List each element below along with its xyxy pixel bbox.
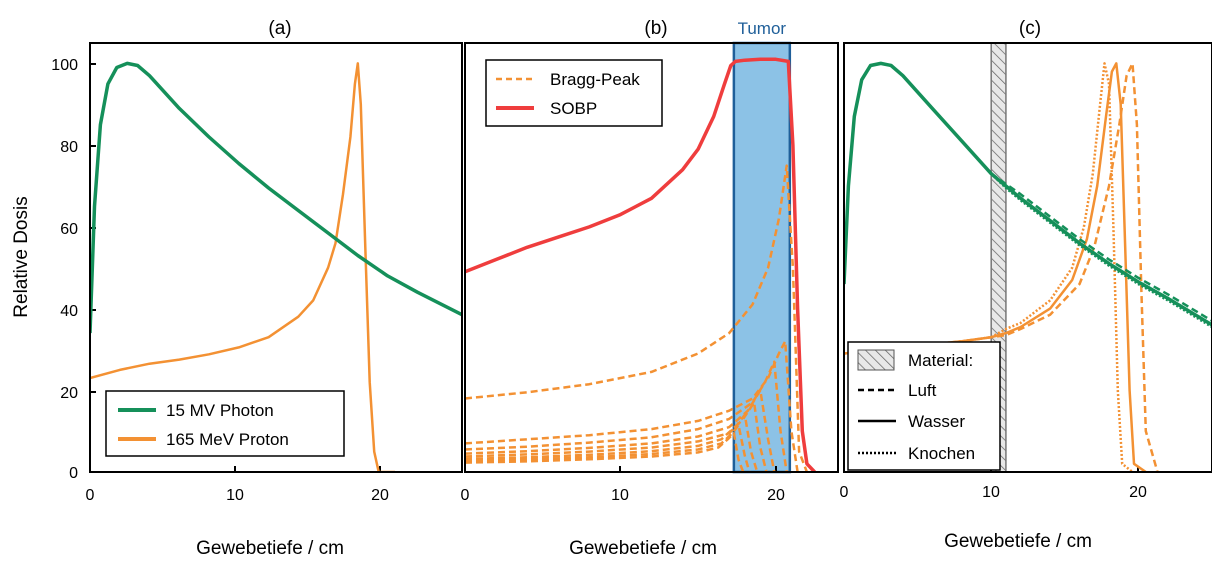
legend-label-knochen: Knochen — [908, 444, 975, 463]
panel-b: (b) Tumor 0 10 20 Gewebetiefe / cm Bragg… — [461, 18, 838, 559]
legend-label-wasser: Wasser — [908, 412, 965, 431]
x-tick-label: 10 — [982, 484, 1000, 501]
legend-label-bragg-peak: Bragg-Peak — [550, 70, 640, 89]
x-tick-label: 20 — [371, 487, 389, 504]
y-tick-label: 60 — [60, 221, 78, 238]
panel-c: (c) 0 10 20 Gewebetiefe / cm Material: L… — [840, 18, 1212, 552]
x-tick-label: 10 — [611, 487, 629, 504]
y-tick-label: 0 — [69, 465, 78, 482]
y-tick-label: 40 — [60, 303, 78, 320]
x-tick-label: 20 — [767, 487, 785, 504]
series-line-series-8 — [465, 433, 743, 472]
panel-c-title: (c) — [1019, 18, 1041, 39]
panel-a: (a) 100 80 60 40 20 0 0 10 20 Gewebetief… — [51, 18, 462, 559]
y-axis-label: Relative Dosis — [11, 196, 32, 317]
panel-a-legend: 15 MV Photon 165 MeV Proton — [106, 391, 344, 456]
y-tick-label: 20 — [60, 385, 78, 402]
x-tick-label: 10 — [226, 487, 244, 504]
series-line-series-1 — [991, 174, 1212, 321]
y-tick-label: 80 — [60, 139, 78, 156]
panel-b-legend: Bragg-Peak SOBP — [486, 60, 662, 126]
x-tick-label: 20 — [1129, 484, 1147, 501]
series-line-series-6 — [465, 415, 757, 472]
series-line-series-0 — [844, 63, 1212, 325]
x-tick-label: 0 — [461, 487, 470, 504]
x-tick-label: 0 — [86, 487, 95, 504]
legend-label-proton: 165 MeV Proton — [166, 430, 289, 449]
x-tick-label: 0 — [840, 484, 849, 501]
panel-b-title: (b) — [644, 18, 667, 39]
legend-swatch-material — [858, 350, 894, 370]
panel-c-x-axis-label: Gewebetiefe / cm — [944, 531, 1092, 552]
legend-label-material: Material: — [908, 351, 973, 370]
y-tick-label: 100 — [51, 57, 78, 74]
legend-label-luft: Luft — [908, 381, 937, 400]
legend-label-photon: 15 MV Photon — [166, 401, 274, 420]
panel-a-title: (a) — [268, 18, 291, 39]
panel-c-legend: Material: Luft Wasser Knochen — [848, 342, 1000, 470]
series-line-series-7 — [465, 425, 749, 472]
tumor-label: Tumor — [738, 19, 787, 38]
legend-label-sobp: SOBP — [550, 99, 597, 118]
series-line-15-mv-photon — [90, 63, 462, 333]
panel-b-x-axis-label: Gewebetiefe / cm — [569, 538, 717, 559]
panel-a-x-axis-label: Gewebetiefe / cm — [196, 538, 344, 559]
